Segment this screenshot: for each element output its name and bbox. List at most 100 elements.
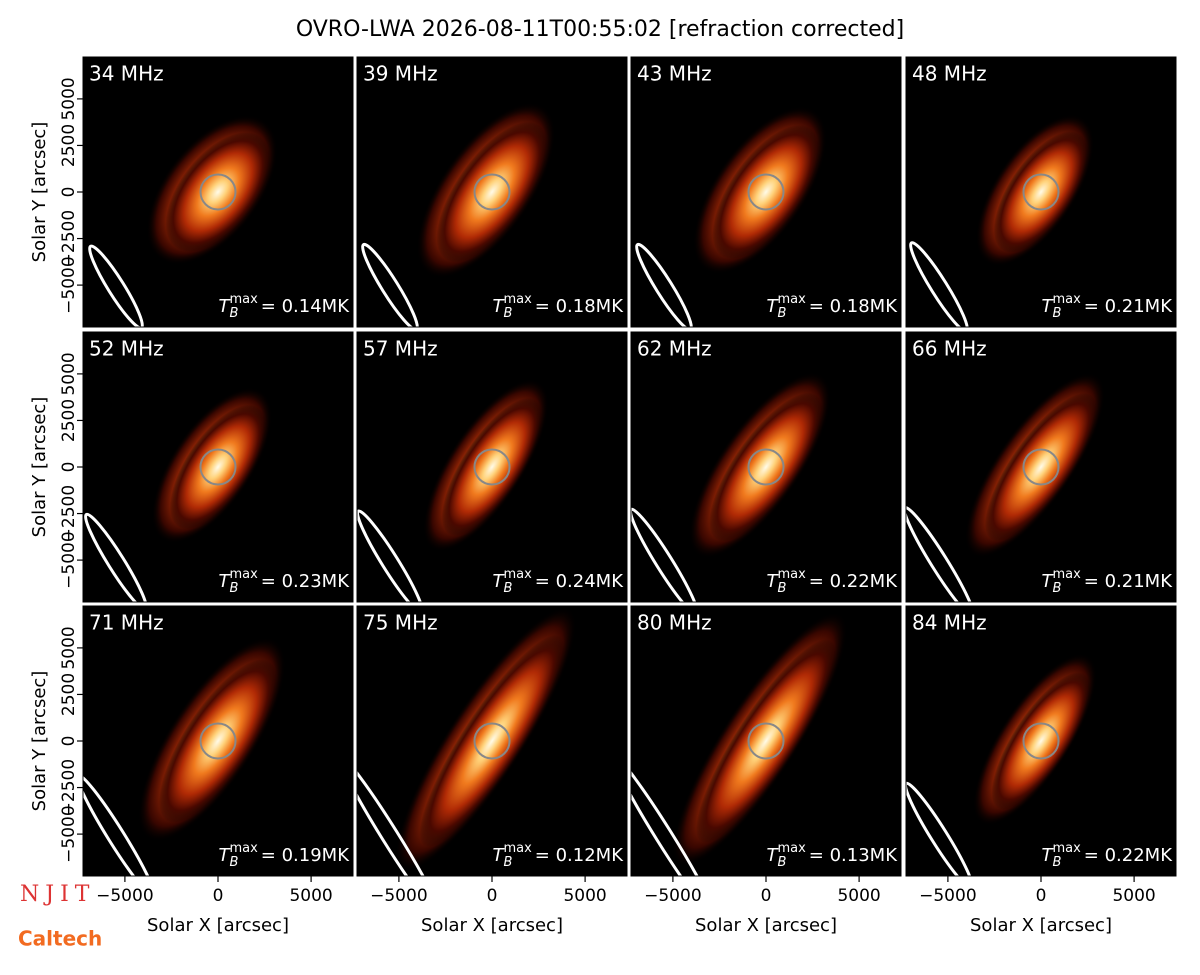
solar-disk [1022,722,1060,760]
x-tick-label: 0 [487,886,498,906]
tb-symbol: T [219,571,232,592]
y-tick-label: 2500 [59,124,79,167]
tb-text: = 0.23MK [261,571,350,592]
solar-disk [473,448,511,486]
panel-label: 52 MHz [89,337,164,361]
tb-subscript: B [504,306,513,321]
beam [357,753,443,876]
y-tick-label: −2500 [59,759,79,817]
x-tick-label: 5000 [1112,886,1155,906]
x-tick-label: −5000 [644,886,702,906]
logo: Caltech [18,927,102,951]
panel [906,57,1176,327]
tb-superscript: max [503,292,532,307]
x-tick-label: 0 [1036,886,1047,906]
y-axis-label: Solar Y [arcsec] [29,671,50,812]
tb-subscript: B [1053,581,1062,596]
x-tick-label: −5000 [96,886,154,906]
emission [441,397,543,537]
tb-subscript: B [504,581,513,596]
emission [165,132,271,252]
tb-symbol: T [219,845,232,866]
tb-superscript: max [777,567,806,582]
x-tick-label: 0 [213,886,224,906]
beam [88,244,144,327]
panel-label: 57 MHz [363,337,438,361]
tb-max: TBmax = 0.12MK [493,841,625,870]
tb-max: TBmax = 0.18MK [493,292,625,321]
panel [906,606,1176,876]
tb-superscript: max [1052,292,1081,307]
tb-text: = 0.24MK [535,571,624,592]
panel-label: 39 MHz [363,62,438,86]
tb-max: TBmax = 0.14MK [219,292,351,321]
tb-subscript: B [504,855,513,870]
panel-label: 62 MHz [637,337,712,361]
tb-symbol: T [1042,571,1055,592]
beam [906,506,976,602]
panel-label: 80 MHz [637,611,712,635]
tb-text: = 0.22MK [1084,845,1173,866]
tb-superscript: max [777,841,806,856]
x-axis-label: Solar X [arcsec] [147,915,289,936]
beam [909,241,969,327]
y-tick-label: −5000 [59,256,79,314]
tb-symbol: T [767,845,780,866]
panel-label: 75 MHz [363,611,438,635]
tb-max: TBmax = 0.23MK [219,567,351,596]
tb-max: TBmax = 0.21MK [1042,567,1174,596]
emission [993,131,1089,253]
tb-superscript: max [1052,841,1081,856]
emission [419,634,565,848]
panel-frame [356,331,628,603]
y-tick-label: 5000 [59,626,79,669]
panel [906,332,1176,602]
tb-symbol: T [493,296,506,317]
tb-superscript: max [1052,567,1081,582]
emission [695,639,837,843]
tb-superscript: max [229,567,258,582]
emission [991,672,1091,810]
y-tick-label: −5000 [59,531,79,589]
y-axis-label: Solar Y [arcsec] [29,122,50,263]
x-axis-label: Solar X [arcsec] [970,915,1112,936]
tb-superscript: max [503,841,532,856]
tb-superscript: max [229,292,258,307]
emission [169,404,267,530]
tb-text: = 0.21MK [1084,571,1173,592]
y-tick-label: 5000 [59,352,79,395]
x-tick-label: 5000 [837,886,880,906]
panel-label: 43 MHz [637,62,712,86]
tb-max: TBmax = 0.19MK [219,841,351,870]
tb-subscript: B [778,855,787,870]
tb-symbol: T [219,296,232,317]
tb-text: = 0.19MK [261,845,350,866]
y-tick-label: 2500 [59,673,79,716]
emission [158,659,278,823]
panel-frame [630,331,902,603]
tb-text: = 0.18MK [535,296,624,317]
y-tick-label: 2500 [59,399,79,442]
beam [84,512,148,602]
y-tick-label: 5000 [59,77,79,120]
emission [984,392,1098,542]
panel-frame [630,56,902,328]
y-tick-label: −2500 [59,210,79,268]
tb-subscript: B [230,855,239,870]
panel [83,606,353,876]
solar-disk [199,173,237,211]
tb-max: TBmax = 0.13MK [767,841,899,870]
emission [712,124,820,260]
panel-label: 34 MHz [89,62,164,86]
panel [357,606,627,876]
y-tick-label: 0 [59,187,79,198]
tb-superscript: max [777,292,806,307]
tb-max: TBmax = 0.18MK [767,292,899,321]
tb-text: = 0.22MK [809,571,898,592]
tb-text: = 0.12MK [535,845,624,866]
x-axis-label: Solar X [arcsec] [421,915,563,936]
x-tick-label: −5000 [370,886,428,906]
tb-subscript: B [778,306,787,321]
tb-max: TBmax = 0.24MK [493,567,625,596]
panel-label: 48 MHz [912,62,987,86]
